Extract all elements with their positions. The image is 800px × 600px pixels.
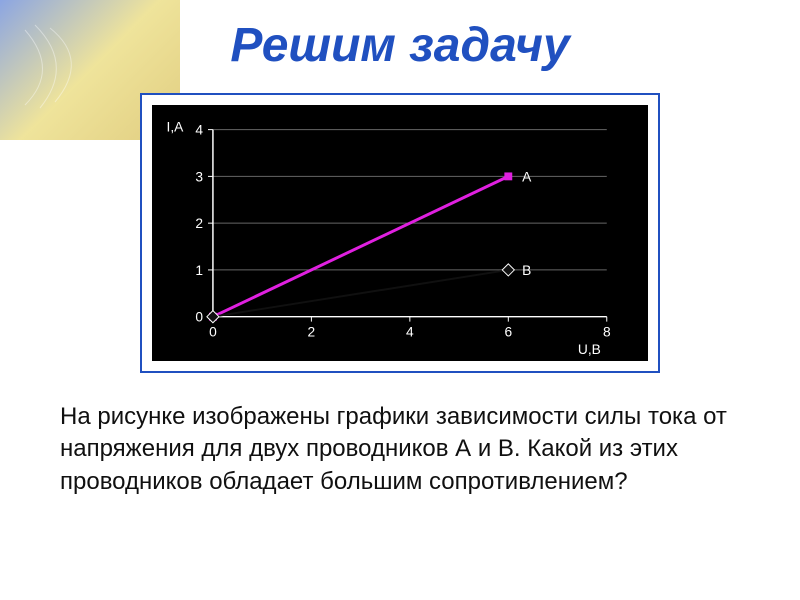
svg-text:I,A: I,A <box>167 120 185 135</box>
svg-text:4: 4 <box>195 123 203 138</box>
svg-text:A: A <box>522 169 532 184</box>
svg-text:8: 8 <box>603 324 611 339</box>
svg-text:2: 2 <box>308 324 316 339</box>
svg-text:4: 4 <box>406 324 414 339</box>
chart-frame: 0 2 4 6 8 0 1 2 3 4 I,A U,B A B <box>140 93 660 373</box>
svg-text:3: 3 <box>195 169 203 184</box>
iv-chart: 0 2 4 6 8 0 1 2 3 4 I,A U,B A B <box>152 105 648 361</box>
chart-plot-area: 0 2 4 6 8 0 1 2 3 4 I,A U,B A B <box>152 105 648 361</box>
svg-text:U,B: U,B <box>578 342 601 357</box>
svg-text:0: 0 <box>209 324 217 339</box>
page-title: Решим задачу <box>0 18 800 73</box>
svg-text:0: 0 <box>195 310 203 325</box>
svg-text:6: 6 <box>504 324 512 339</box>
svg-text:1: 1 <box>195 263 203 278</box>
svg-text:2: 2 <box>195 216 203 231</box>
problem-text: На рисунке изображены графики зависимост… <box>60 401 740 498</box>
header: Решим задачу <box>0 0 800 73</box>
svg-text:B: B <box>522 263 531 278</box>
